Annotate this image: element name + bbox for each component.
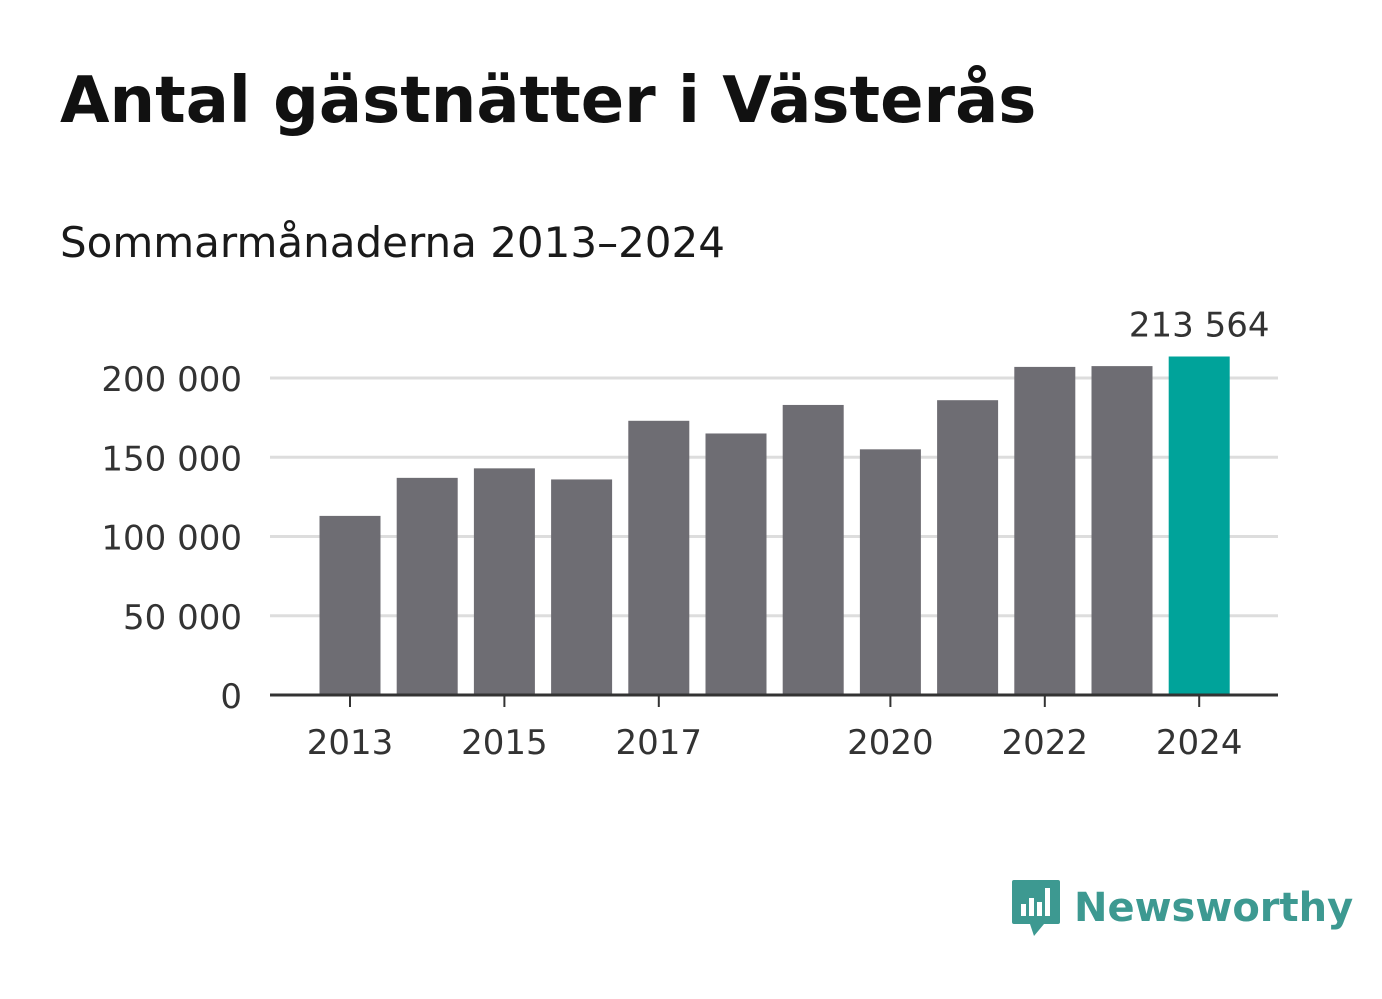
- x-tick-label: 2020: [847, 723, 934, 763]
- data-label: 213 564: [1129, 306, 1270, 346]
- chart-subtitle: Sommarmånaderna 2013–2024: [60, 218, 725, 267]
- bar-2014: [396, 477, 458, 695]
- x-tick-label: 2024: [1156, 723, 1243, 763]
- y-tick-label: 50 000: [123, 598, 242, 638]
- bar-2020: [859, 449, 921, 695]
- bar-2015: [473, 468, 535, 695]
- chart-title: Antal gästnätter i Västerås: [60, 64, 1037, 138]
- bar-2017: [628, 420, 690, 695]
- bar-2024: [1168, 356, 1230, 695]
- x-tick-label: 2015: [461, 723, 548, 763]
- brand-name: Newsworthy: [1074, 885, 1354, 931]
- bar-2018: [705, 433, 767, 695]
- x-tick-label: 2022: [1002, 723, 1089, 763]
- brand-logo: Newsworthy: [1010, 878, 1353, 938]
- x-tick-label: 2017: [616, 723, 703, 763]
- x-tick-label: 2013: [307, 723, 394, 763]
- bar-2021: [937, 400, 999, 695]
- bar-2022: [1014, 366, 1076, 695]
- bar-2019: [782, 404, 844, 695]
- y-tick-label: 150 000: [101, 439, 242, 479]
- bar-2016: [551, 479, 613, 695]
- y-tick-label: 200 000: [101, 360, 242, 400]
- bar-2013: [319, 515, 381, 695]
- bar-2023: [1091, 366, 1153, 695]
- y-tick-label: 0: [220, 677, 242, 717]
- y-tick-label: 100 000: [101, 519, 242, 559]
- newsworthy-logo-icon: [1012, 880, 1060, 936]
